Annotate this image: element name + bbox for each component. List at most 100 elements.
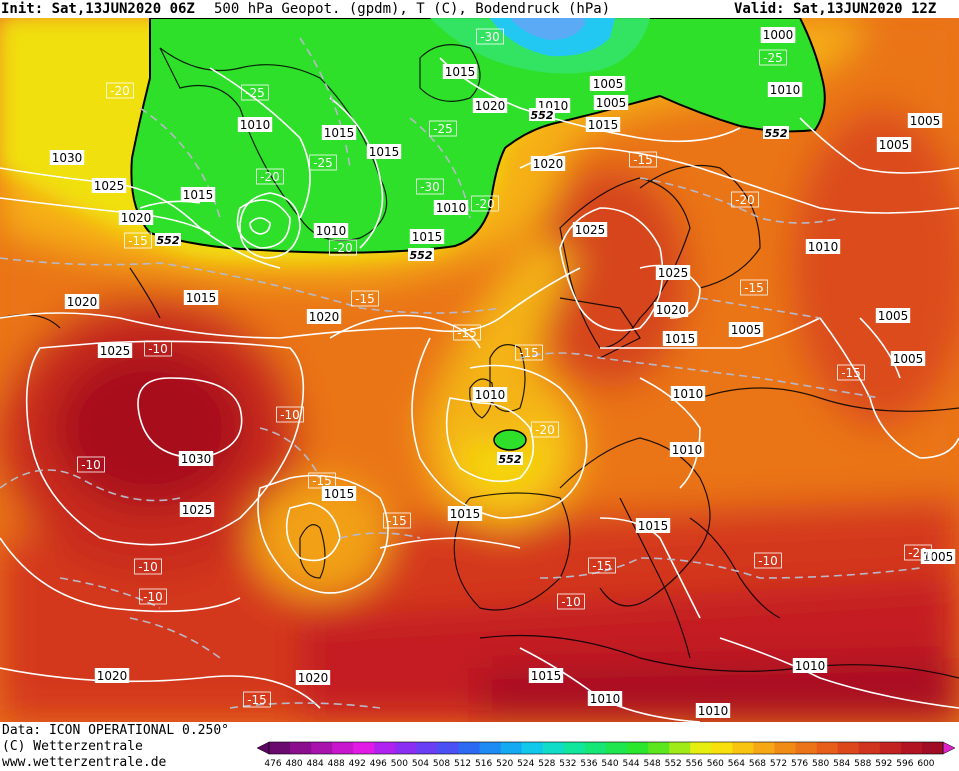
colorbar-swatch [837,742,860,754]
svg-text:-20: -20 [908,546,928,560]
isobar-label: 1010 [670,386,706,401]
colorbar-swatch [332,742,354,754]
svg-text:1005: 1005 [596,96,627,110]
colorbar-swatch [774,742,797,754]
svg-text:1010: 1010 [436,201,467,215]
svg-text:1020: 1020 [656,303,687,317]
svg-text:-30: -30 [480,30,500,44]
isotherm-label: -30 [416,178,444,195]
isotherm-label: -20 [471,195,499,212]
isobar-label: 1015 [409,229,445,244]
colorbar-tick-label: 540 [601,759,618,769]
colorbar-tick-label: 492 [349,759,366,769]
svg-text:1015: 1015 [445,65,476,79]
isobar-label: 1015 [635,518,671,533]
isobar-label: 1005 [907,113,943,128]
isotherm-label: -15 [453,324,481,341]
colorbar-tick-label: 500 [391,759,408,769]
svg-text:-15: -15 [519,346,539,360]
svg-text:-25: -25 [763,51,783,65]
init-time: Init: Sat,13JUN2020 06Z [1,1,195,17]
svg-text:1010: 1010 [770,83,801,97]
isobar-label: 1000 [760,27,796,42]
isotherm-label: -10 [557,593,585,610]
colorbar-swatch [353,742,375,754]
isobar-label: 1015 [528,668,564,683]
svg-text:-25: -25 [313,156,333,170]
svg-text:-20: -20 [475,197,495,211]
colorbar-swatch [816,742,839,754]
svg-text:1015: 1015 [412,230,443,244]
svg-text:-20: -20 [735,193,755,207]
isotherm-label: -15 [837,364,865,381]
svg-text:1005: 1005 [879,138,910,152]
svg-text:-10: -10 [758,554,778,568]
svg-text:1010: 1010 [672,443,703,457]
isotherm-label: -25 [241,84,269,101]
isobar-label: 1010 [433,200,469,215]
isotherm-label: -25 [309,154,337,171]
isotherm-label: -15 [629,151,657,168]
svg-text:1015: 1015 [369,145,400,159]
svg-text:1005: 1005 [910,114,941,128]
svg-text:1010: 1010 [795,659,826,673]
colorbar-swatch [374,742,396,754]
svg-text:1025: 1025 [94,179,125,193]
isobar-label: 1010 [695,703,731,718]
isotherm-label: -15 [308,472,336,489]
svg-text:1030: 1030 [52,151,83,165]
svg-text:1020: 1020 [309,310,340,324]
colorbar-swatch [269,742,291,754]
svg-text:-15: -15 [247,693,267,707]
isobar-label: 1005 [875,308,911,323]
isobar-label: 1005 [876,137,912,152]
temperature-labels: -20 -25 -25 -20 -30 -25 -30 -20 -20 -25 -15 -15 -15 -… [77,28,932,708]
pressure-labels: 1000 1005 1015 1010 1005 1015 1030 1025 1020 1015… [49,27,956,718]
isobar-label: 1015 [180,187,216,202]
svg-text:1025: 1025 [182,503,213,517]
isotherm-label: -10 [144,340,172,357]
colorbar-swatch [311,742,333,754]
geopotential-field [0,18,959,722]
colorbar-tick-label: 548 [644,759,661,769]
svg-text:-15: -15 [841,366,861,380]
colorbar-tick-label: 600 [917,759,934,769]
isobar-label: 1020 [530,156,566,171]
svg-text:1015: 1015 [588,118,619,132]
coastlines [0,44,959,679]
svg-text:1005: 1005 [893,352,924,366]
svg-text:1010: 1010 [316,224,347,238]
colorbar-tick-label: 584 [833,759,850,769]
colorbar-swatch [584,742,607,754]
copyright-text: (C) Wetterzentrale [2,739,143,754]
colorbar-right-arrow [942,741,956,755]
isobar-label: 1010 [669,442,705,457]
svg-text:1020: 1020 [533,157,564,171]
colorbar-tick-label: 536 [580,759,597,769]
isotherm-label: -25 [759,49,787,66]
svg-text:-20: -20 [333,241,353,255]
svg-text:552: 552 [410,249,433,262]
colorbar-swatch [416,742,438,754]
isobar-label: 1010 [237,117,273,132]
colorbar-tick-label: 576 [791,759,808,769]
isotherms [0,37,921,709]
colorbar-tick-label: 504 [412,759,429,769]
uk-552-blob [493,429,527,451]
svg-text:1015: 1015 [183,188,214,202]
isotherm-label: -25 [429,120,457,137]
isotherm-label: -30 [476,28,504,45]
svg-text:-15: -15 [633,153,653,167]
svg-text:-10: -10 [138,560,158,574]
svg-text:1005: 1005 [731,323,762,337]
isobar-label: 1010 [587,691,623,706]
svg-text:-25: -25 [433,122,453,136]
isobar-label: 1025 [572,222,608,237]
colorbar-swatch [521,742,544,754]
isobar-label: 1020 [64,294,100,309]
colorbar-swatch [921,742,944,754]
isotherm-label: -20 [904,544,932,561]
isobar-label: 1020 [94,668,130,683]
contour-552-label: 552 [529,108,555,122]
isobar-label: 1020 [295,670,331,685]
